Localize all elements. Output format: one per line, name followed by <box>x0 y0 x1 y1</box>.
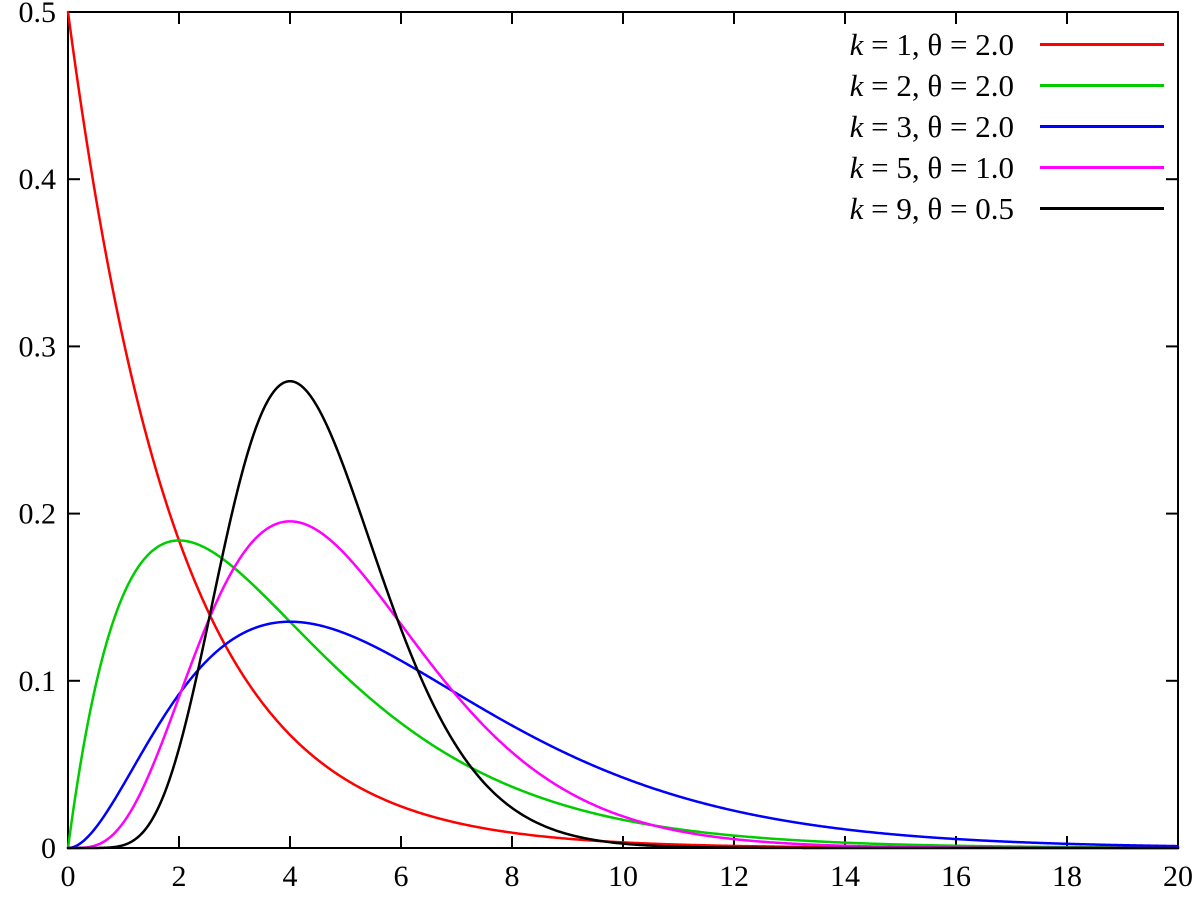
legend-line-sample <box>1040 43 1164 46</box>
legend-item-label: k = 9, θ = 0.5 <box>849 190 1014 226</box>
legend-item: k = 1, θ = 2.0 <box>850 24 1164 65</box>
x-tick-label: 2 <box>172 860 187 893</box>
curve-2-k2 <box>66 539 1180 850</box>
x-tick-label: 8 <box>505 860 520 893</box>
y-tick-label: 0.1 <box>19 665 57 698</box>
x-tick-label: 4 <box>283 860 298 893</box>
y-tick-label: 0.5 <box>19 0 57 29</box>
curve-5-k9 <box>66 379 1180 850</box>
x-tick-label: 6 <box>394 860 409 893</box>
legend-item-label: k = 5, θ = 1.0 <box>849 149 1014 185</box>
legend-item-label: k = 2, θ = 2.0 <box>849 67 1014 103</box>
y-tick-label: 0.4 <box>19 163 57 196</box>
legend-item-label: k = 1, θ = 2.0 <box>849 26 1014 62</box>
legend: k = 1, θ = 2.0 k = 2, θ = 2.0 k = 3, θ =… <box>850 24 1164 229</box>
x-tick-label: 12 <box>719 860 749 893</box>
x-tick-label: 18 <box>1052 860 1082 893</box>
x-tick-label: 10 <box>608 860 638 893</box>
legend-line-sample <box>1040 166 1164 169</box>
legend-item: k = 3, θ = 2.0 <box>850 106 1164 147</box>
y-tick-label: 0.2 <box>19 498 57 531</box>
legend-item: k = 5, θ = 1.0 <box>850 147 1164 188</box>
x-tick-label: 16 <box>941 860 971 893</box>
curve-4-k5 <box>66 520 1180 850</box>
legend-line-sample <box>1040 207 1164 210</box>
y-tick-label: 0.3 <box>19 330 57 363</box>
legend-line-sample <box>1040 84 1164 87</box>
y-tick-label: 0 <box>41 832 56 865</box>
legend-item-label: k = 3, θ = 2.0 <box>849 108 1014 144</box>
curve-3-k3 <box>66 620 1180 850</box>
legend-line-sample <box>1040 125 1164 128</box>
x-tick-label: 0 <box>61 860 76 893</box>
x-tick-label: 20 <box>1163 860 1193 893</box>
legend-item: k = 2, θ = 2.0 <box>850 65 1164 106</box>
legend-item: k = 9, θ = 0.5 <box>850 188 1164 229</box>
x-tick-label: 14 <box>830 860 860 893</box>
